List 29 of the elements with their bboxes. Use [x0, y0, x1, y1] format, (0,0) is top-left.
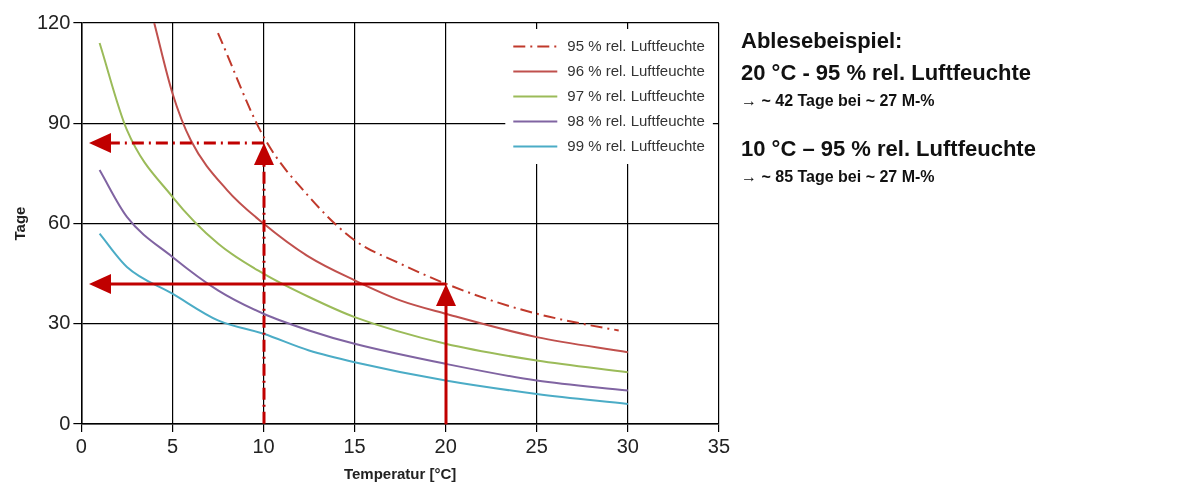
text: → ~ 85 Tage bei ~ 27 M-% — [741, 168, 936, 186]
x-tick-label: 10 — [252, 434, 275, 457]
line-series — [98, 42, 629, 374]
text: Ablesebeispiel: — [741, 28, 904, 54]
x-tick-label: 0 — [75, 434, 87, 457]
line-series — [98, 232, 629, 405]
x-tick-label: 25 — [525, 434, 548, 457]
y-tick-label: 90 — [48, 110, 71, 133]
x-tick-label: 30 — [616, 434, 639, 457]
x-tick-label: 5 — [166, 434, 178, 457]
y-tick-label: 120 — [36, 10, 71, 33]
legend-label: 97 % rel. Luftfeuchte — [567, 86, 705, 104]
y-tick-label: 30 — [48, 311, 71, 334]
x-tick-label: 35 — [707, 434, 730, 457]
line-series — [153, 23, 629, 354]
text: 10 °C – 95 % rel. Luftfeuchte — [741, 136, 1036, 162]
x-tick-label: 15 — [343, 434, 366, 457]
x-axis-title: Temperatur [°C] — [343, 465, 457, 483]
y-tick-label: 60 — [48, 211, 71, 234]
legend-label: 98 % rel. Luftfeuchte — [567, 111, 705, 129]
y-tick-label: 0 — [59, 411, 71, 434]
y-axis-title: Tage — [11, 206, 29, 241]
legend-label: 95 % rel. Luftfeuchte — [567, 36, 705, 54]
text: 20 °C - 95 % rel. Luftfeuchte — [741, 60, 1032, 86]
x-tick-label: 20 — [434, 434, 457, 457]
legend-label: 96 % rel. Luftfeuchte — [567, 61, 705, 79]
text: → ~ 42 Tage bei ~ 27 M-% — [741, 92, 936, 110]
line-series — [98, 169, 629, 392]
legend-label: 99 % rel. Luftfeuchte — [567, 136, 705, 154]
